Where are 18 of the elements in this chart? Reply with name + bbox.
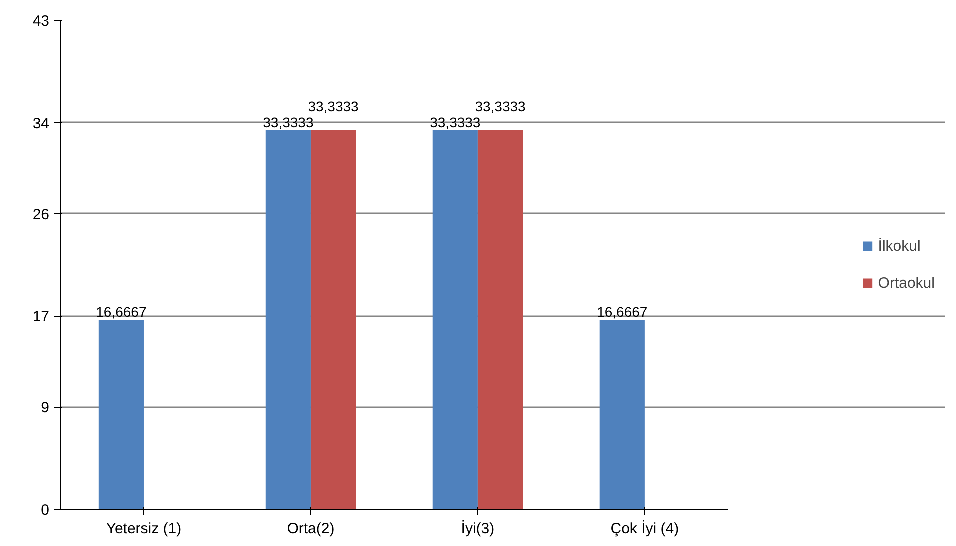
y-tick-label: 0	[41, 502, 50, 519]
y-tick-label: 9	[41, 400, 50, 417]
data-label: 16,6667	[597, 304, 648, 320]
y-tick-label: 34	[32, 115, 50, 132]
data-label: 33,3333	[475, 98, 526, 114]
legend-label: Ortaokul	[878, 274, 935, 292]
y-tick-label: 26	[32, 206, 50, 224]
data-label: 33,3333	[263, 114, 314, 130]
y-tick-label: 17	[32, 308, 50, 326]
x-tick-label: Yetersiz (1)	[106, 520, 182, 538]
y-tick-label: 43	[32, 13, 50, 30]
data-label: 16,6667	[96, 304, 147, 320]
x-tick-label: İyi(3)	[461, 520, 495, 538]
data-label: 33,3333	[308, 98, 360, 114]
x-tick-label: Orta(2)	[287, 520, 335, 538]
x-tick-label: Çok İyi (4)	[610, 520, 680, 538]
legend-label: İlkokul	[878, 238, 921, 254]
data-label: 33,3333	[430, 114, 481, 130]
